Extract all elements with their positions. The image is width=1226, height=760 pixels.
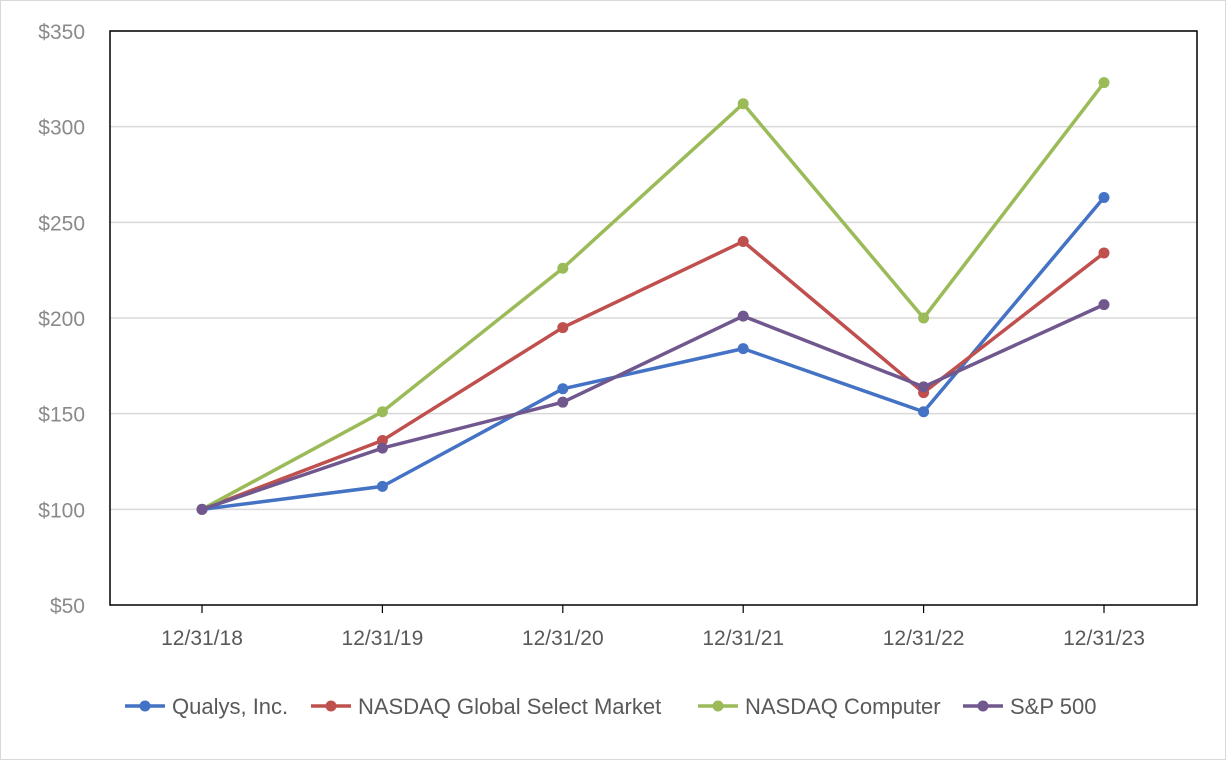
legend-label: NASDAQ Global Select Market (358, 694, 661, 719)
y-tick-label: $250 (38, 212, 85, 235)
data-point (557, 322, 569, 334)
x-tick-label: 12/31/22 (883, 627, 965, 650)
series-3 (196, 299, 1110, 515)
plot-area-border (109, 30, 1198, 606)
data-point (376, 480, 388, 492)
y-axis-ticks: $50 $100 $150 $200 $250 $300 $350 (38, 21, 85, 618)
series-line (201, 196, 1106, 512)
series-2 (196, 77, 1110, 515)
legend-swatch-marker (977, 700, 989, 712)
legend-swatch-marker (325, 700, 337, 712)
x-tick-label: 12/31/23 (1063, 627, 1145, 650)
legend: Qualys, Inc. NASDAQ Global Select Market N… (125, 694, 1096, 719)
data-point (1098, 191, 1110, 203)
data-point (1098, 247, 1110, 259)
y-tick-label: $50 (50, 595, 85, 618)
series-group (196, 77, 1110, 515)
y-tick-label: $200 (38, 308, 85, 331)
data-point (1098, 299, 1110, 311)
data-point (737, 310, 749, 322)
legend-item: NASDAQ Global Select Market (311, 694, 661, 719)
gridlines (110, 30, 1197, 511)
x-tick-label: 12/31/18 (161, 627, 243, 650)
x-tick-label: 12/31/20 (522, 627, 604, 650)
series-1 (196, 235, 1110, 515)
data-point (376, 442, 388, 454)
data-point (918, 381, 930, 393)
data-point (918, 312, 930, 324)
data-point (196, 503, 208, 515)
legend-label: Qualys, Inc. (172, 694, 288, 719)
legend-swatch-marker (712, 700, 724, 712)
x-tick-label: 12/31/21 (702, 627, 784, 650)
legend-item: NASDAQ Computer (698, 694, 941, 719)
data-point (557, 383, 569, 395)
data-point (557, 396, 569, 408)
data-point (737, 98, 749, 110)
series-line (201, 81, 1106, 511)
data-point (737, 235, 749, 247)
data-point (376, 434, 388, 446)
data-point (918, 406, 930, 418)
y-tick-label: $100 (38, 499, 85, 522)
y-tick-label: $150 (38, 404, 85, 427)
data-point (1098, 77, 1110, 89)
x-tick-label: 12/31/19 (342, 627, 424, 650)
data-point (557, 262, 569, 274)
legend-item: Qualys, Inc. (125, 694, 288, 719)
y-tick-label: $350 (38, 21, 85, 44)
series-line (201, 239, 1106, 511)
data-point (737, 343, 749, 355)
series-line (201, 303, 1105, 511)
x-axis-ticks: 12/31/18 12/31/19 12/31/20 12/31/21 12/31/22… (161, 605, 1145, 650)
legend-item: S&P 500 (963, 694, 1096, 719)
y-tick-label: $300 (38, 117, 85, 140)
legend-label: NASDAQ Computer (745, 694, 941, 719)
legend-swatch-marker (139, 700, 151, 712)
legend-label: S&P 500 (1010, 694, 1096, 719)
data-point (376, 406, 388, 418)
